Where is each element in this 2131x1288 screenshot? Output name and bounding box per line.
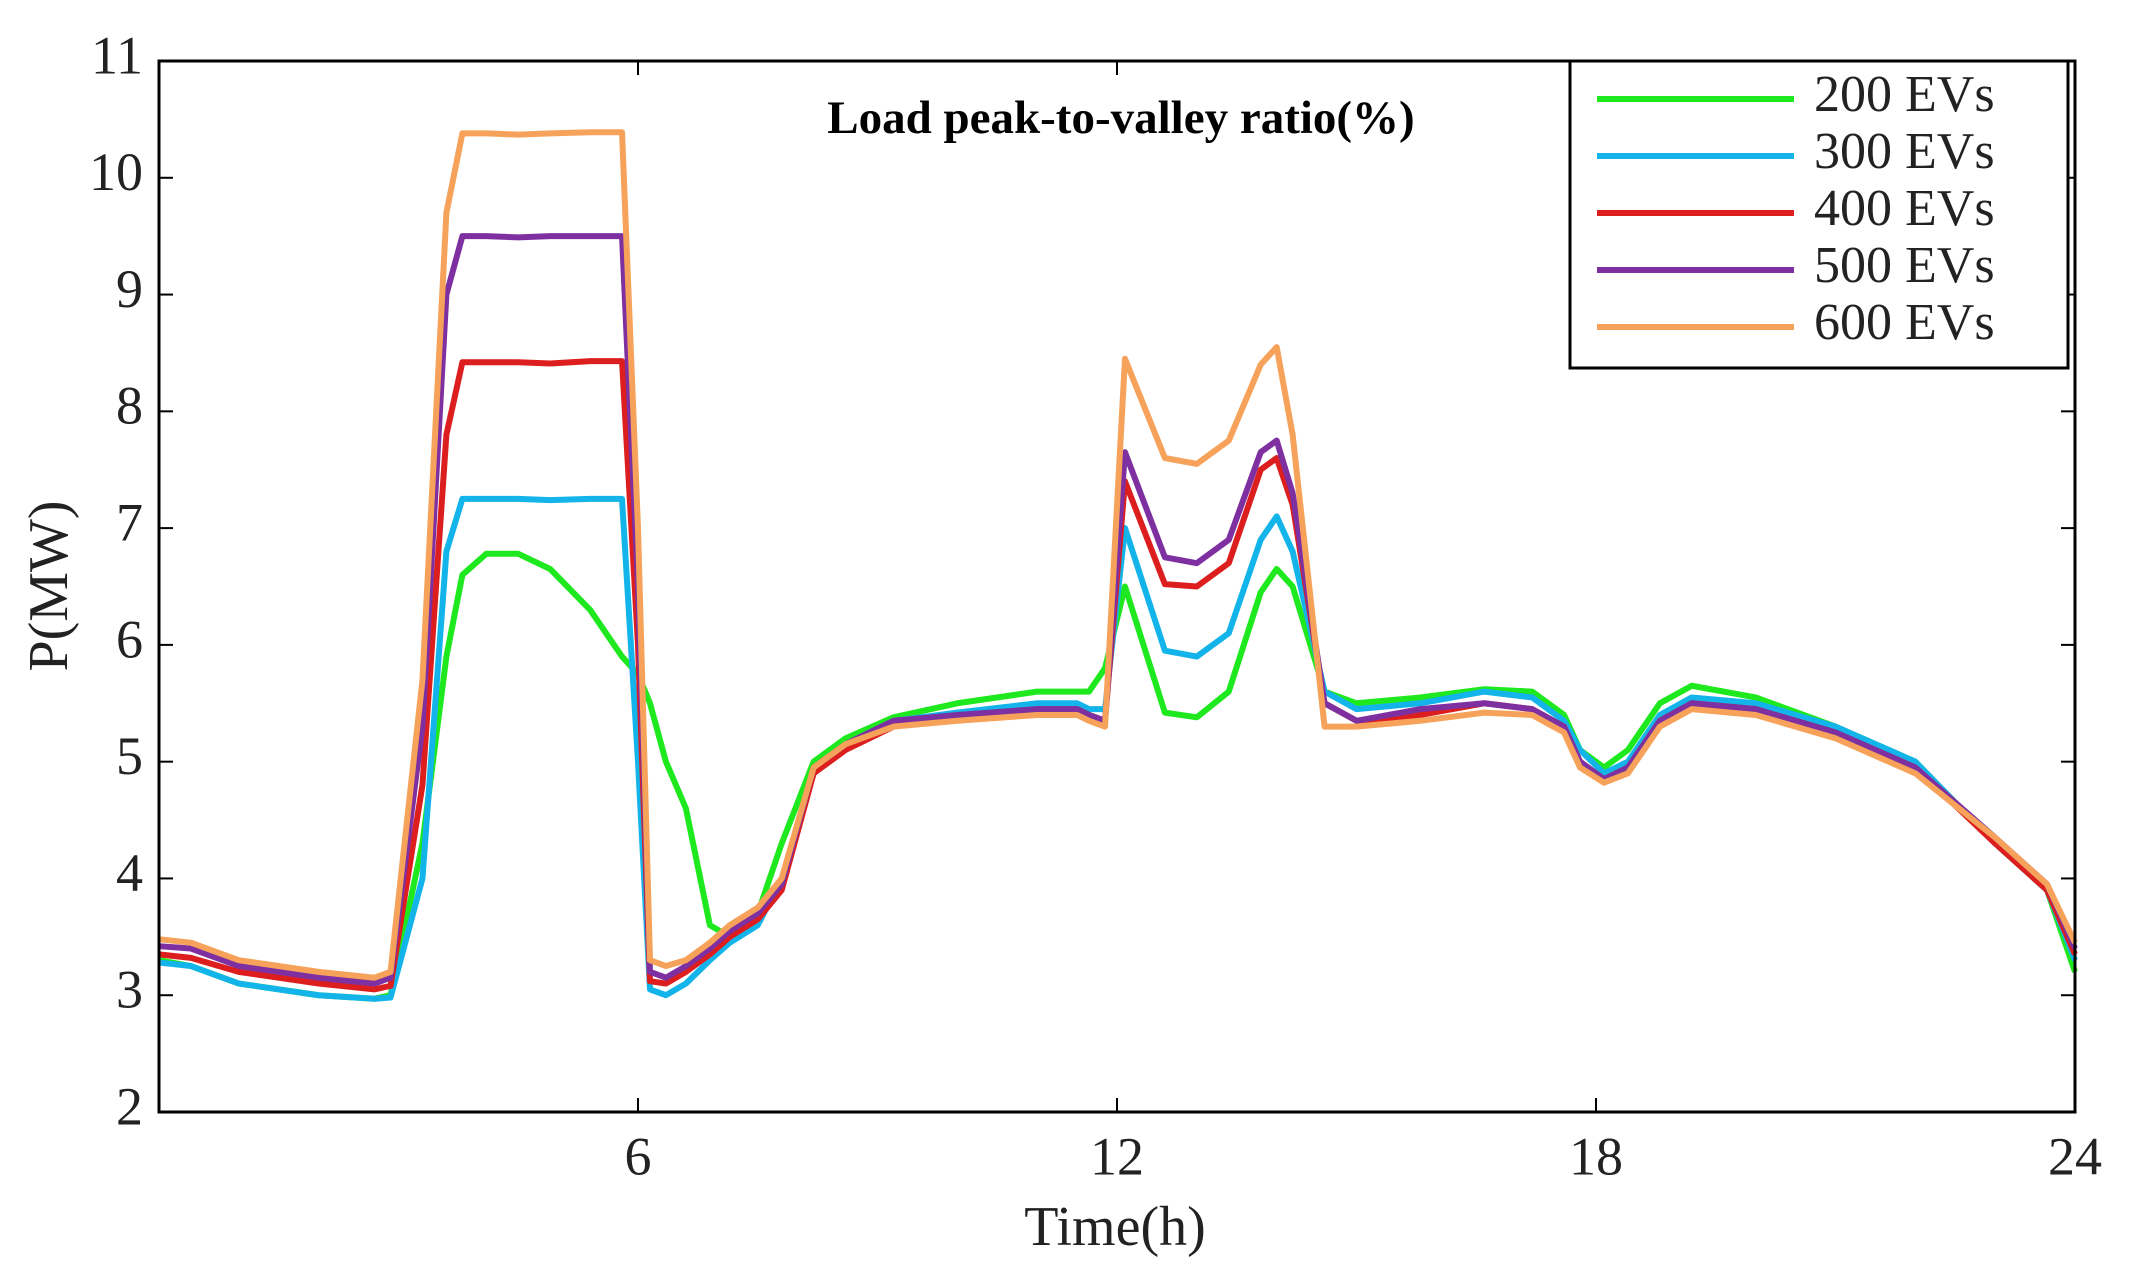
legend-label: 600 EVs	[1814, 294, 1995, 351]
series-line	[158, 233, 2078, 987]
x-axis-label: Time(h)	[1024, 1196, 1206, 1258]
series-line	[158, 495, 2078, 1002]
chart-title: Load peak-to-valley ratio(%)	[827, 92, 1414, 144]
y-tick-label: 4	[116, 843, 143, 903]
x-tick-label: 24	[2048, 1126, 2102, 1186]
y-tick-label: 5	[116, 726, 143, 786]
y-tick-label: 3	[116, 960, 143, 1020]
x-tick-label: 12	[1090, 1126, 1144, 1186]
y-tick-label: 9	[116, 259, 143, 319]
x-tick-label: 18	[1569, 1126, 1623, 1186]
series-line	[158, 129, 2078, 981]
series-line	[158, 550, 2078, 1002]
y-tick-label: 7	[116, 493, 143, 553]
y-tick-label: 8	[116, 376, 143, 436]
y-tick-label: 11	[91, 25, 143, 85]
y-tick-label: 2	[116, 1076, 143, 1136]
y-axis-label: P(MW)	[18, 500, 80, 671]
legend-label: 200 EVs	[1814, 66, 1995, 123]
legend-label: 300 EVs	[1814, 123, 1995, 180]
legend-label: 500 EVs	[1814, 237, 1995, 294]
y-tick-label: 6	[116, 609, 143, 669]
legend-label: 400 EVs	[1814, 180, 1995, 237]
x-tick-label: 6	[625, 1126, 652, 1186]
plot-frame	[157, 59, 2077, 1114]
y-tick-label: 10	[89, 142, 143, 202]
